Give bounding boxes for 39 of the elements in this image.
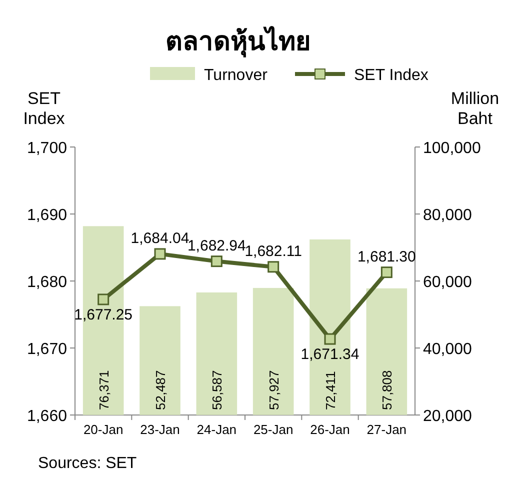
y-tick-label: 1,690: [26, 207, 68, 224]
y2-axis-title: Million Baht: [450, 89, 500, 128]
y-tick-label: 1,680: [26, 274, 68, 291]
y-tick-label: 1,660: [26, 408, 68, 425]
point: [380, 266, 392, 278]
point: [210, 256, 222, 268]
point: [154, 248, 166, 260]
point: [268, 261, 280, 273]
legend-label: Turnover: [204, 67, 268, 84]
y-tick-label: 1,670: [26, 341, 68, 358]
x-tick-label: 27-Jan: [366, 422, 407, 437]
y2-tick-label: 40,000: [423, 341, 472, 358]
data-label: 57,808: [380, 370, 395, 410]
x-tick-label: 26-Jan: [310, 422, 350, 437]
y2-tick-label: 20,000: [423, 408, 472, 425]
data-label: 1,682.11: [244, 242, 302, 260]
data-label: 1,684.04: [130, 230, 190, 247]
y2-tick-label: 100,000: [423, 140, 481, 157]
y2-tick-label: 60,000: [423, 274, 472, 291]
data-label: 1,681.30: [357, 248, 416, 266]
data-label: 1,671.34: [300, 346, 360, 364]
data-label: 1,677.25: [74, 306, 133, 324]
y-tick-label: 1,700: [26, 140, 68, 157]
y-axis-title: SET Index: [23, 89, 66, 128]
data-label: 57,927: [266, 370, 282, 410]
data-label: 76,371: [96, 370, 112, 410]
y2-tick-label: 80,000: [423, 207, 472, 224]
x-tick-label: 23-Jan: [140, 422, 180, 437]
x-tick-label: 24-Jan: [196, 422, 237, 437]
x-tick-label: 25-Jan: [253, 422, 294, 437]
point: [324, 333, 336, 345]
data-label: 72,411: [323, 371, 338, 410]
chart-title: ตลาดหุ้นไทย: [166, 25, 310, 58]
legend-label: SET Index: [354, 67, 428, 84]
source-note: Sources: SET: [38, 455, 137, 472]
data-label: 56,587: [210, 370, 225, 410]
x-tick-label: 20-Jan: [83, 422, 124, 437]
data-label: 52,487: [153, 370, 168, 410]
point: [98, 294, 110, 306]
